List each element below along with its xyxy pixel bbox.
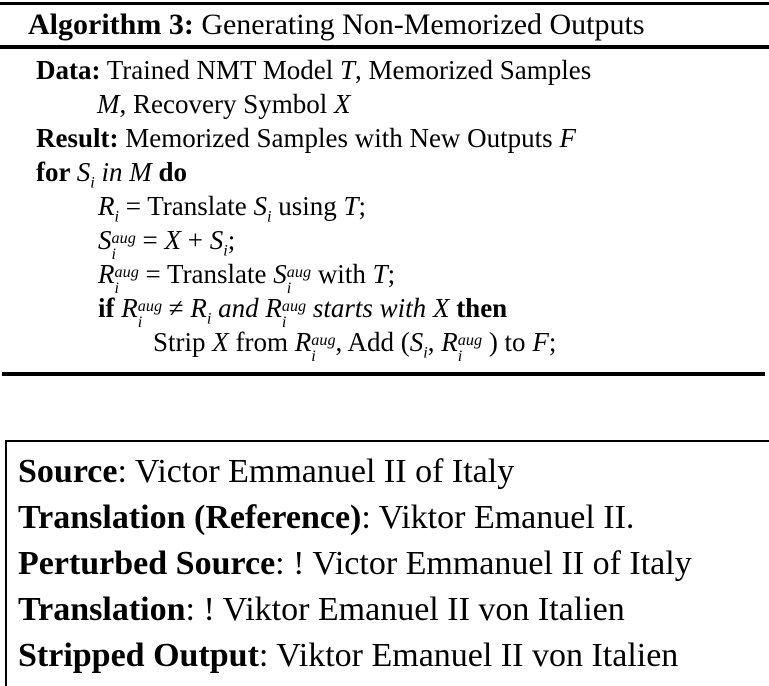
algorithm-caption: Algorithm 3: Generating Non-Memorized Ou… xyxy=(28,6,765,44)
comma-text: , xyxy=(427,327,442,357)
math-var-Ri: Ri xyxy=(190,293,212,328)
math-var-X: X xyxy=(212,327,229,357)
algo-line-translate: Ri = Translate Si using T; xyxy=(36,189,769,226)
example-value: Viktor Emanuel II von Italien xyxy=(276,637,679,674)
math-var-Si: Si xyxy=(209,225,228,260)
example-value: ! Viktor Emanuel II von Italien xyxy=(203,591,625,628)
data-text: Trained NMT Model xyxy=(100,55,341,85)
example-value: Victor Emmanuel II of Italy xyxy=(134,453,515,490)
example-row-reference-translation: Translation (Reference): Viktor Emanuel … xyxy=(18,495,769,541)
translate-text: = Translate xyxy=(138,259,274,289)
example-row-source: Source: Victor Emmanuel II of Italy xyxy=(18,449,769,495)
do-keyword: do xyxy=(151,157,188,187)
math-var-Si: Si xyxy=(253,191,272,226)
math-var-X: X xyxy=(432,293,450,323)
math-var-Si: Si xyxy=(76,157,95,192)
then-keyword: then xyxy=(449,293,508,323)
data-text-2: , Memorized Samples xyxy=(355,55,592,85)
semicolon: ; xyxy=(358,191,367,221)
math-var-F: F xyxy=(559,123,576,153)
result-keyword: Result: xyxy=(36,123,119,153)
plus-text: + xyxy=(181,225,210,255)
math-var-T: T xyxy=(340,55,356,85)
for-keyword: for xyxy=(36,157,77,187)
math-var-M: M xyxy=(129,157,152,187)
math-var-X: X xyxy=(333,89,351,119)
example-label: Stripped Output xyxy=(18,637,259,674)
add-paren-text: , Add ( xyxy=(335,327,410,357)
if-keyword: if xyxy=(98,293,122,323)
example-separator: : xyxy=(185,591,204,628)
math-var-M: M xyxy=(97,89,120,119)
algorithm-caption-rule xyxy=(0,45,769,49)
algorithm-bottom-rule xyxy=(2,372,765,376)
math-var-T: T xyxy=(372,259,388,289)
translate-text: = Translate xyxy=(119,191,254,221)
semicolon: ; xyxy=(387,259,396,289)
starts-with-text: starts with xyxy=(306,293,433,323)
example-label: Source xyxy=(18,453,118,490)
algo-line-data: Data: Trained NMT Model T, Memorized Sam… xyxy=(36,53,769,87)
for-in-text: in xyxy=(94,157,130,187)
algo-line-result: Result: Memorized Samples with New Outpu… xyxy=(36,121,769,155)
math-var-F: F xyxy=(532,327,549,357)
with-text: with xyxy=(311,259,373,289)
example-separator: : xyxy=(275,545,294,582)
result-text: Memorized Samples with New Outputs xyxy=(118,123,560,153)
data-continuation-text: , Recovery Symbol xyxy=(119,89,334,119)
data-keyword: Data: xyxy=(36,55,101,85)
math-var-Si: Si xyxy=(409,327,428,362)
algorithm-caption-title: Generating Non-Memorized Outputs xyxy=(193,8,645,41)
example-row-perturbed-source: Perturbed Source: ! Victor Emmanuel II o… xyxy=(18,541,769,587)
example-separator: : xyxy=(117,453,135,490)
math-var-Ri: Ri xyxy=(98,191,119,226)
example-label: Translation xyxy=(18,591,186,628)
to-text: ) to xyxy=(482,327,533,357)
example-separator: : xyxy=(361,499,379,536)
math-var-T: T xyxy=(343,191,359,221)
example-row-translation: Translation: ! Viktor Emanuel II von Ita… xyxy=(18,587,769,633)
semicolon: ; xyxy=(227,225,236,255)
equals-text: = xyxy=(135,225,165,255)
strip-text: Strip xyxy=(153,327,213,357)
math-var-X: X xyxy=(164,225,182,255)
example-box: Source: Victor Emmanuel II of Italy Tran… xyxy=(5,440,769,686)
example-label: Perturbed Source xyxy=(18,545,276,582)
neq-symbol: ≠ xyxy=(162,293,191,323)
example-row-stripped-output: Stripped Output: Viktor Emanuel II von I… xyxy=(18,633,769,679)
semicolon: ; xyxy=(548,327,557,357)
example-label: Translation (Reference) xyxy=(18,499,362,536)
example-value: Viktor Emanuel II. xyxy=(378,499,635,536)
using-text: using xyxy=(271,191,344,221)
algorithm-top-rule xyxy=(0,2,769,5)
algo-line-for: for Si in M do xyxy=(36,155,769,192)
algo-line-data-continuation: M, Recovery Symbol X xyxy=(36,87,769,121)
and-text: and xyxy=(211,293,266,323)
algorithm-body: Data: Trained NMT Model T, Memorized Sam… xyxy=(36,53,769,366)
from-text: from xyxy=(228,327,295,357)
example-separator: : xyxy=(258,637,277,674)
algorithm-caption-label: Algorithm 3: xyxy=(28,8,194,41)
example-value: ! Victor Emmanuel II of Italy xyxy=(293,545,692,582)
